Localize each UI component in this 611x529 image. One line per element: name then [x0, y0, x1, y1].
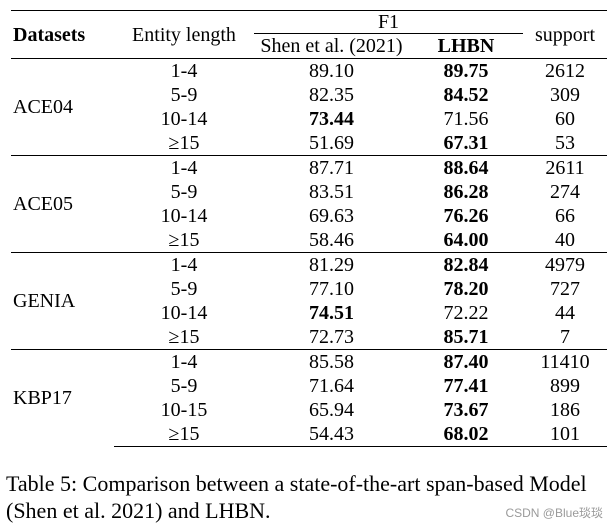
support-cell: 309	[550, 84, 580, 106]
entity-length-cell: 10-14	[160, 205, 208, 227]
shen-f1-cell: 51.69	[309, 132, 354, 154]
entity-length-cell: ≥15	[168, 229, 200, 251]
table-row: 10-14 74.51 72.22 44	[11, 301, 607, 325]
lhbn-f1-cell: 68.02	[409, 422, 523, 447]
shen-f1-cell: 81.29	[254, 252, 409, 277]
table-header: Datasets Entity length F1 support Shen e…	[11, 10, 607, 59]
lhbn-f1-cell: 84.52	[443, 84, 489, 106]
support-cell: 186	[550, 399, 580, 421]
shen-f1-cell: 65.94	[309, 399, 354, 421]
lhbn-f1-cell: 71.56	[443, 108, 489, 130]
table-row: 5-9 71.64 77.41 899	[11, 374, 607, 398]
support-cell: 60	[555, 108, 575, 130]
lhbn-f1-cell: 88.64	[409, 155, 523, 180]
entity-length-cell: 1-4	[114, 58, 254, 83]
entity-length-cell: 1-4	[114, 155, 254, 180]
shen-f1-cell: 82.35	[309, 84, 354, 106]
table-row: ≥15 51.69 67.31 53	[11, 131, 607, 156]
entity-length-cell: ≥15	[168, 326, 200, 348]
shen-f1-cell: 54.43	[254, 422, 409, 447]
support-cell: 899	[550, 375, 580, 397]
dataset-name: ACE04	[11, 58, 114, 156]
table-row: KBP17 1-4 85.58 87.40 11410	[11, 349, 607, 447]
shen-f1-cell: 83.51	[309, 181, 354, 203]
shen-f1-cell: 87.71	[254, 155, 409, 180]
table-caption: Table 5: Comparison between a state-of-t…	[6, 471, 587, 523]
table-row: GENIA 1-4 81.29 82.84 4979	[11, 252, 607, 350]
results-table: Datasets Entity length F1 support Shen e…	[11, 10, 607, 447]
table-row: 10-15 65.94 73.67 186	[11, 398, 607, 422]
table-row: ACE05 1-4 87.71 88.64 2611	[11, 155, 607, 253]
lhbn-f1-cell: 78.20	[443, 278, 489, 300]
table-body: ACE04 1-4 89.10 89.75 2612 5-9 82.35 84.52 309 10…	[11, 58, 607, 447]
shen-f1-cell: 72.73	[309, 326, 354, 348]
lhbn-f1-cell: 77.41	[443, 375, 489, 397]
lhbn-f1-cell: 87.40	[409, 349, 523, 374]
table-row: 5-9 83.51 86.28 274	[11, 180, 607, 204]
support-cell: 44	[555, 302, 575, 324]
table-row: 10-14 69.63 76.26 66	[11, 204, 607, 228]
shen-f1-cell: 73.44	[309, 108, 354, 130]
shen-f1-cell: 58.46	[309, 229, 354, 251]
dataset-name: ACE05	[11, 155, 114, 253]
lhbn-f1-cell: 67.31	[443, 132, 489, 154]
results-table-container: Datasets Entity length F1 support Shen e…	[11, 10, 607, 447]
table-row: 5-9 77.10 78.20 727	[11, 277, 607, 301]
support-cell: 11410	[523, 349, 607, 374]
header-support: support	[523, 10, 607, 59]
shen-f1-cell: 69.63	[309, 205, 354, 227]
dataset-name: GENIA	[11, 252, 114, 350]
entity-length-cell: 1-4	[114, 252, 254, 277]
lhbn-f1-cell: 85.71	[443, 326, 489, 348]
shen-f1-cell: 71.64	[309, 375, 354, 397]
header-entity-length: Entity length	[114, 10, 254, 59]
shen-f1-cell: 85.58	[254, 349, 409, 374]
entity-length-cell: 10-14	[160, 108, 208, 130]
support-cell: 101	[523, 422, 607, 447]
lhbn-f1-cell: 73.67	[443, 399, 489, 421]
support-cell: 66	[555, 205, 575, 227]
entity-length-cell: ≥15	[114, 422, 254, 447]
lhbn-f1-cell: 76.26	[443, 205, 489, 227]
table-row: 10-14 73.44 71.56 60	[11, 107, 607, 131]
lhbn-f1-cell: 82.84	[409, 252, 523, 277]
table-row: ≥15 58.46 64.00 40	[11, 228, 607, 253]
support-cell: 2611	[523, 155, 607, 180]
lhbn-f1-cell: 89.75	[409, 58, 523, 83]
header-f1: F1	[254, 10, 523, 34]
support-cell: 53	[555, 132, 575, 154]
lhbn-f1-cell: 64.00	[443, 229, 489, 251]
watermark: CSDN @Blue琰琰	[505, 506, 603, 520]
lhbn-f1-cell: 86.28	[443, 181, 489, 203]
entity-length-cell: 5-9	[170, 181, 198, 203]
header-shen: Shen et al. (2021)	[254, 33, 409, 59]
shen-f1-cell: 77.10	[309, 278, 354, 300]
lhbn-f1-cell: 72.22	[443, 302, 489, 324]
support-cell: 2612	[523, 58, 607, 83]
entity-length-cell: 5-9	[170, 375, 198, 397]
entity-length-cell: 10-14	[160, 302, 208, 324]
support-cell: 727	[550, 278, 580, 300]
support-cell: 40	[555, 229, 575, 251]
entity-length-cell: 1-4	[114, 349, 254, 374]
shen-f1-cell: 74.51	[309, 302, 354, 324]
support-cell: 4979	[523, 252, 607, 277]
dataset-name: KBP17	[11, 349, 114, 447]
support-cell: 7	[560, 326, 570, 348]
entity-length-cell: 5-9	[170, 278, 198, 300]
table-row: 5-9 82.35 84.52 309	[11, 83, 607, 107]
entity-length-cell: ≥15	[168, 132, 200, 154]
header-datasets: Datasets	[11, 10, 114, 59]
table-row: ≥15 54.43 68.02 101	[11, 422, 607, 447]
entity-length-cell: 10-15	[160, 399, 208, 421]
support-cell: 274	[550, 181, 580, 203]
table-row: ACE04 1-4 89.10 89.75 2612	[11, 58, 607, 156]
header-lhbn: LHBN	[409, 33, 523, 59]
table-row: ≥15 72.73 85.71 7	[11, 325, 607, 350]
entity-length-cell: 5-9	[170, 84, 198, 106]
shen-f1-cell: 89.10	[254, 58, 409, 83]
